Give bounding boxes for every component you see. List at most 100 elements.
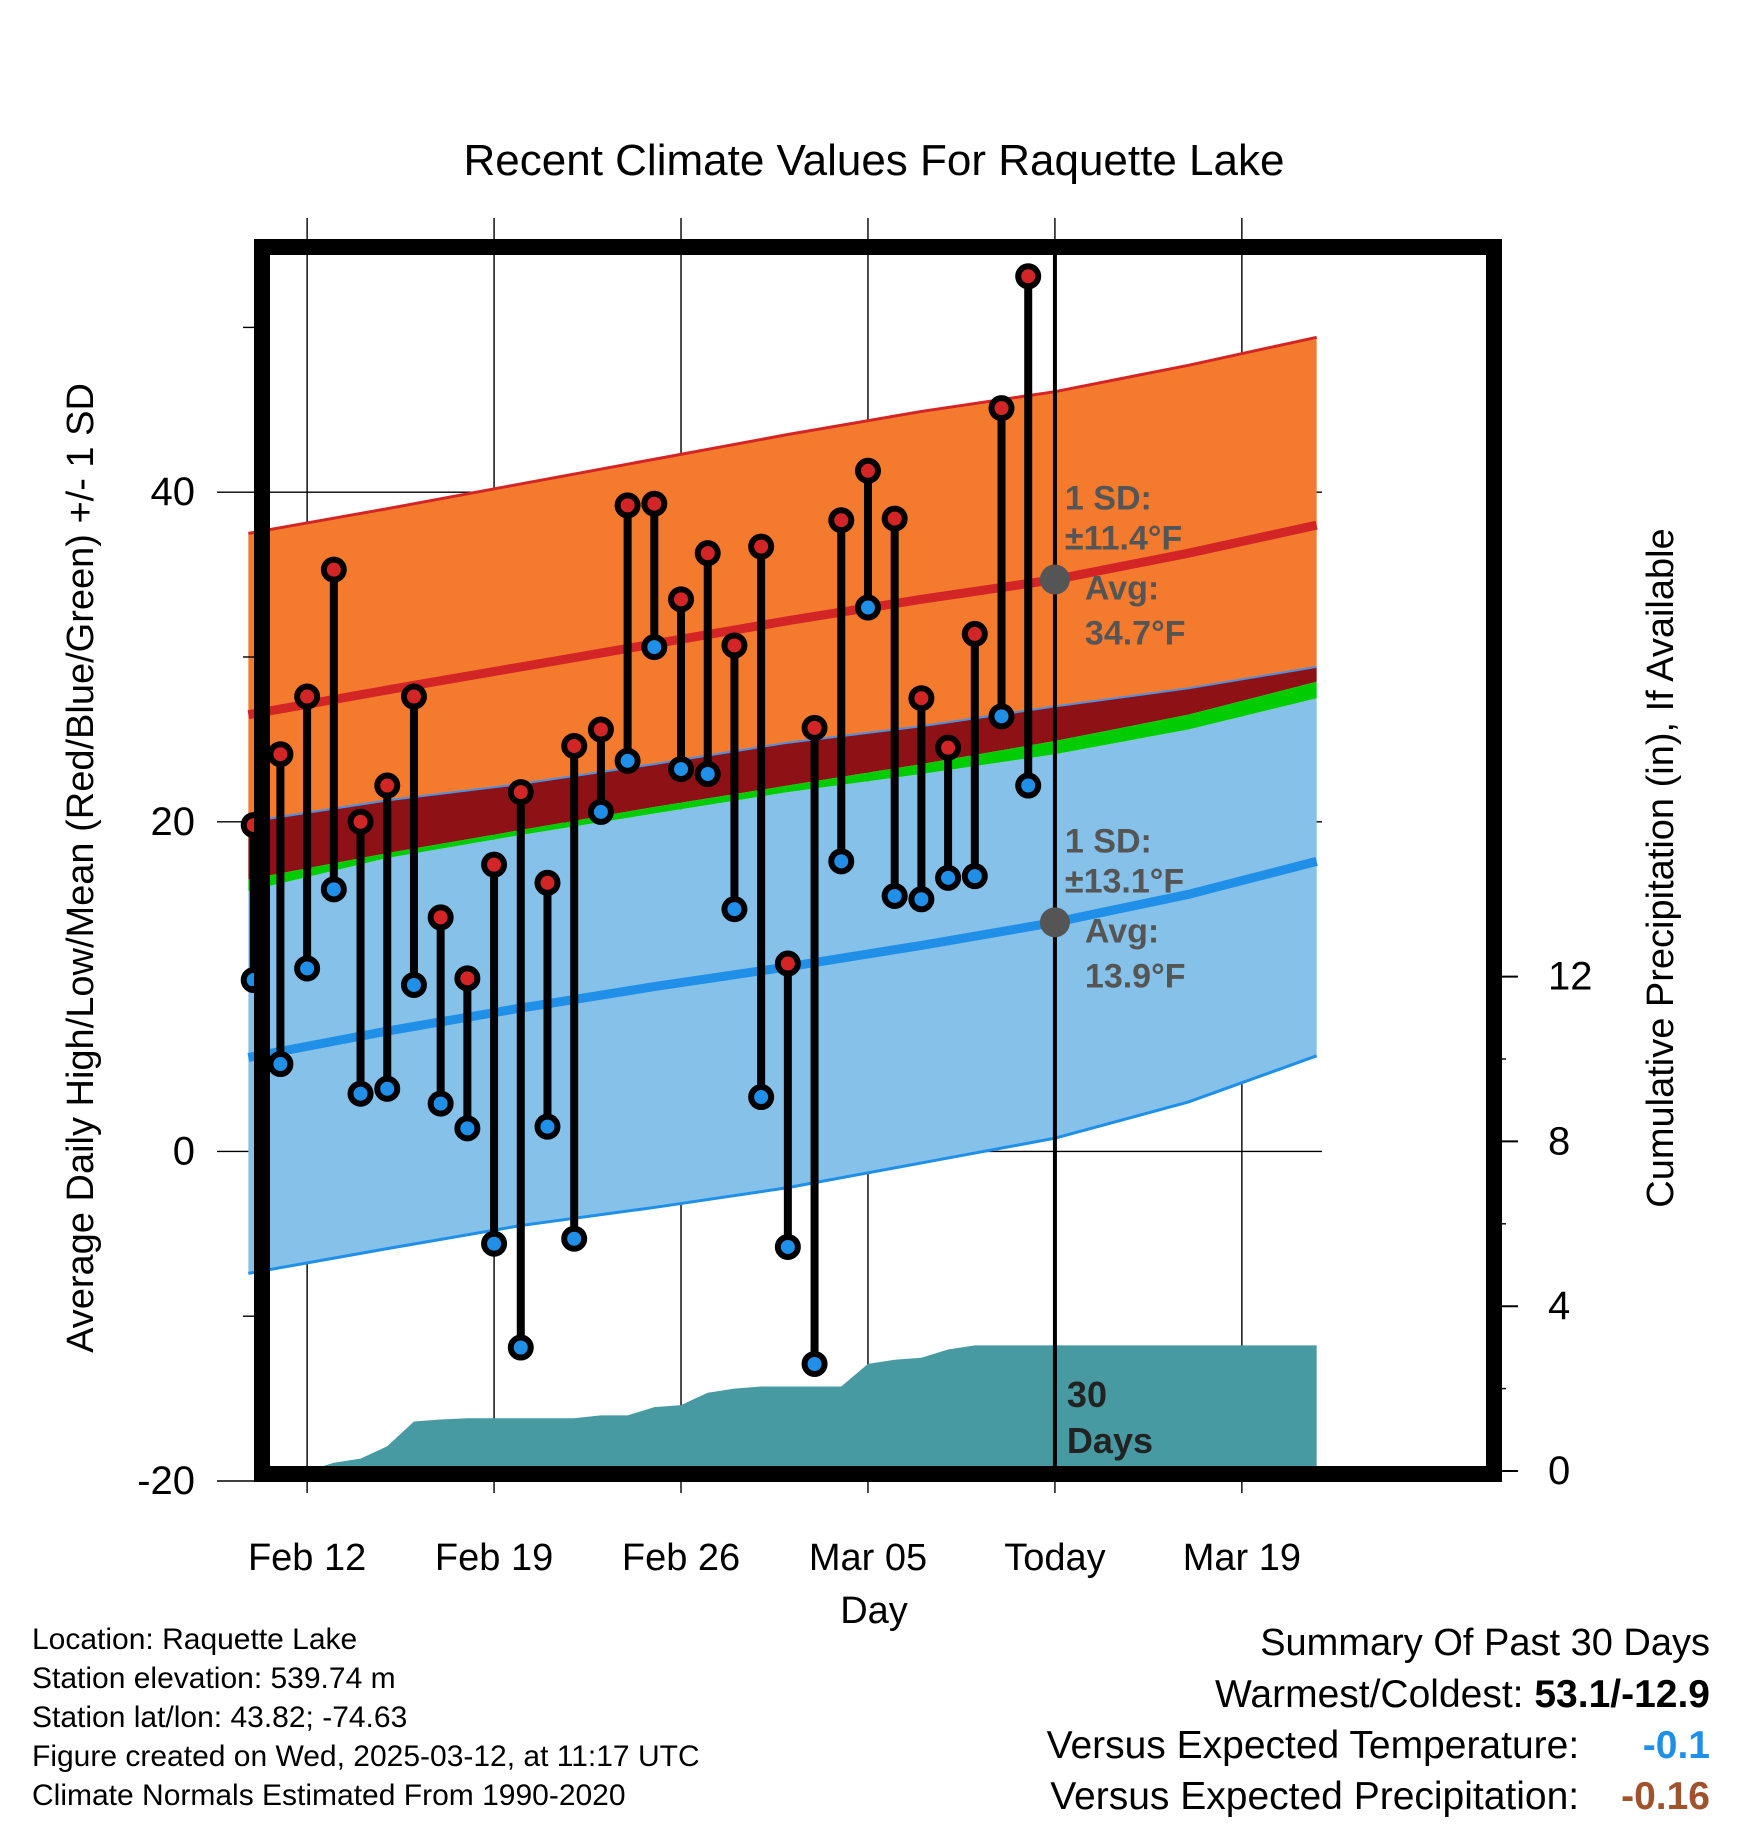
daily-range-bars [249, 276, 1033, 1364]
sd-annotation-text: Avg: [1085, 570, 1159, 608]
mean-plus-sd-line [248, 665, 1317, 823]
x-tick-label: Feb 12 [248, 1537, 366, 1579]
high-point [294, 683, 321, 710]
low-point [267, 1051, 294, 1078]
today-line: 30 Days [1052, 245, 1153, 1481]
mean-upper-band [248, 666, 1317, 880]
warm-cold-label: Warmest/Coldest: [1215, 1673, 1524, 1716]
y-tick-label: 20 [151, 800, 196, 844]
high-point [668, 586, 695, 613]
high-point [587, 716, 614, 743]
sd-annotation-text: Avg: [1085, 912, 1159, 950]
low-point [507, 1334, 534, 1361]
y-axis-label-left: Average Daily High/Low/Mean (Red/Blue/Gr… [60, 383, 102, 1353]
high-point [828, 507, 855, 534]
low-point [587, 798, 614, 825]
high-point [881, 505, 908, 532]
location-text: Location: Raquette Lake [32, 1623, 358, 1656]
station-info: Location: Raquette Lake Station elevatio… [32, 1620, 700, 1815]
created-text: Figure created on Wed, 2025-03-12, at 11… [32, 1740, 700, 1773]
high-point [454, 965, 481, 992]
low-point [534, 1113, 561, 1140]
x-tick-label: Feb 19 [435, 1537, 553, 1579]
high-plus-sd-line [248, 335, 1317, 535]
high-point [721, 632, 748, 659]
low-point [400, 971, 427, 998]
low-point [561, 1225, 588, 1252]
y-tick-label: 0 [173, 1129, 195, 1173]
plot-frame [254, 239, 1502, 1482]
high-point [1015, 263, 1042, 290]
low-point [694, 761, 721, 788]
high-point [641, 490, 668, 517]
low-point [641, 634, 668, 661]
high-point [267, 741, 294, 768]
low-point [961, 863, 988, 890]
sd-annotation-text: 13.9°F [1085, 957, 1186, 995]
summary-heading: Summary Of Past 30 Days [1260, 1622, 1710, 1664]
y-right-tick-label: 0 [1548, 1449, 1570, 1493]
y-tick-label: -20 [137, 1459, 195, 1503]
axes: Feb 12 Feb 19 Feb 26 Mar 05 Today Mar 19 -20 0 2… [137, 326, 1593, 1579]
high-point [400, 683, 427, 710]
precip-label: Versus Expected Precipitation: [1050, 1775, 1580, 1818]
low-point [801, 1350, 828, 1377]
low-point [374, 1075, 401, 1102]
high-sd-band [248, 337, 1317, 822]
low-point [294, 955, 321, 982]
x-tick-label: Mar 05 [809, 1537, 927, 1579]
latlon-text: Station lat/lon: 43.82; -74.63 [32, 1701, 408, 1734]
precip-value: -0.16 [1621, 1775, 1710, 1818]
low-point [614, 747, 641, 774]
daily-points [240, 263, 1042, 1377]
low-point [881, 882, 908, 909]
high-point [427, 904, 454, 931]
sd-annotation-text: 1 SD: [1065, 822, 1152, 860]
low-sd-band [248, 698, 1317, 1274]
low-point [854, 594, 881, 621]
x-tick-label: Feb 26 [622, 1537, 740, 1579]
sd-annotation-text: 1 SD: [1065, 480, 1152, 518]
chart-title: Recent Climate Values For Raquette Lake [464, 136, 1285, 185]
summary-warm-cold: Warmest/Coldest: 53.1/-12.9 [1047, 1669, 1710, 1720]
low-point [774, 1233, 801, 1260]
summary-precip: Versus Expected Precipitation: -0.16 [1047, 1771, 1710, 1822]
warm-cold-value: 53.1/-12.9 [1534, 1673, 1710, 1716]
high-point [748, 533, 775, 560]
plot-border [254, 239, 1502, 1482]
normals-text: Climate Normals Estimated From 1990-2020 [32, 1779, 626, 1812]
low-point [721, 896, 748, 923]
high-point [801, 714, 828, 741]
summary-panel: Summary Of Past 30 Days Warmest/Coldest:… [1047, 1618, 1710, 1822]
high-avg-line [247, 520, 1318, 720]
y-right-tick-label: 4 [1548, 1284, 1570, 1328]
x-axis-label: Day [840, 1590, 908, 1632]
normal-bands [247, 335, 1318, 1275]
avg-marker [1039, 564, 1070, 595]
low-point [347, 1080, 374, 1107]
high-point [481, 851, 508, 878]
y-tick-label: 40 [151, 470, 196, 514]
today-days-label: 30 [1067, 1374, 1107, 1415]
high-point [961, 620, 988, 647]
high-point [347, 808, 374, 835]
high-point [774, 950, 801, 977]
temp-label: Versus Expected Temperature: [1046, 1724, 1580, 1767]
low-point [1015, 772, 1042, 799]
precipitation-area [248, 1345, 1317, 1471]
high-point [374, 772, 401, 799]
elevation-text: Station elevation: 539.74 m [32, 1662, 396, 1695]
low-point [320, 876, 347, 903]
low-point [481, 1230, 508, 1257]
y-right-tick-label: 8 [1548, 1119, 1570, 1163]
low-point [988, 703, 1015, 730]
sd-annotation-text: ±13.1°F [1065, 862, 1184, 900]
high-point [561, 732, 588, 759]
x-tick-label: Today [1004, 1537, 1105, 1579]
high-point [694, 540, 721, 567]
high-point [320, 556, 347, 583]
high-point [507, 779, 534, 806]
low-point [427, 1090, 454, 1117]
